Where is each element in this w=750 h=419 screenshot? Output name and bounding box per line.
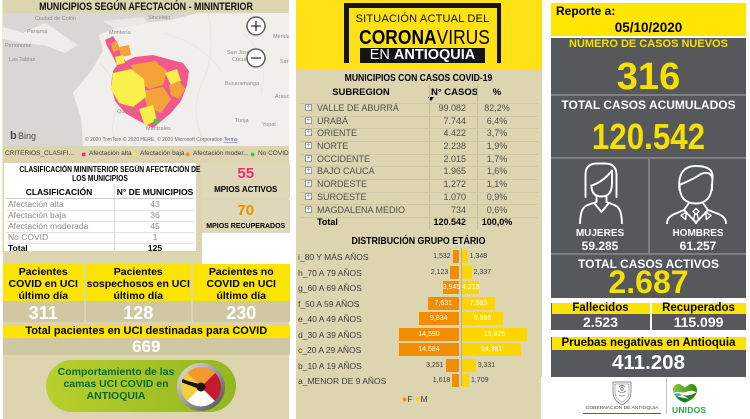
svg-text:Arauca: Arauca — [275, 94, 289, 100]
svg-text:Sincelejo: Sincelejo — [148, 15, 170, 21]
svg-text:Mérida: Mérida — [273, 34, 289, 40]
svg-text:Yopal: Yopal — [262, 122, 276, 128]
svg-text:Bucaramanga: Bucaramanga — [225, 81, 260, 87]
svg-text:San José de: San José de — [227, 50, 258, 56]
svg-text:Tunja: Tunja — [235, 118, 249, 124]
svg-text:Bing: Bing — [18, 131, 36, 141]
svg-text:San: San — [280, 59, 289, 65]
svg-text:© 2020 TomTom © 2020 HERE, © 2: © 2020 TomTom © 2020 HERE, © 2020 Micros… — [85, 136, 238, 143]
svg-text:Penonomé: Penonomé — [5, 43, 32, 49]
svg-text:Las Tablas: Las Tablas — [9, 57, 35, 63]
svg-text:Montería: Montería — [109, 30, 132, 36]
svg-text:Ciudad de Colón: Ciudad de Colón — [35, 16, 76, 22]
svg-text:Cúcuta: Cúcuta — [232, 57, 250, 63]
svg-text:b: b — [10, 130, 17, 142]
svg-text:Panamá: Panamá — [27, 29, 48, 35]
svg-text:Manizales: Manizales — [146, 126, 171, 132]
svg-text:Quibdó: Quibdó — [117, 109, 135, 115]
